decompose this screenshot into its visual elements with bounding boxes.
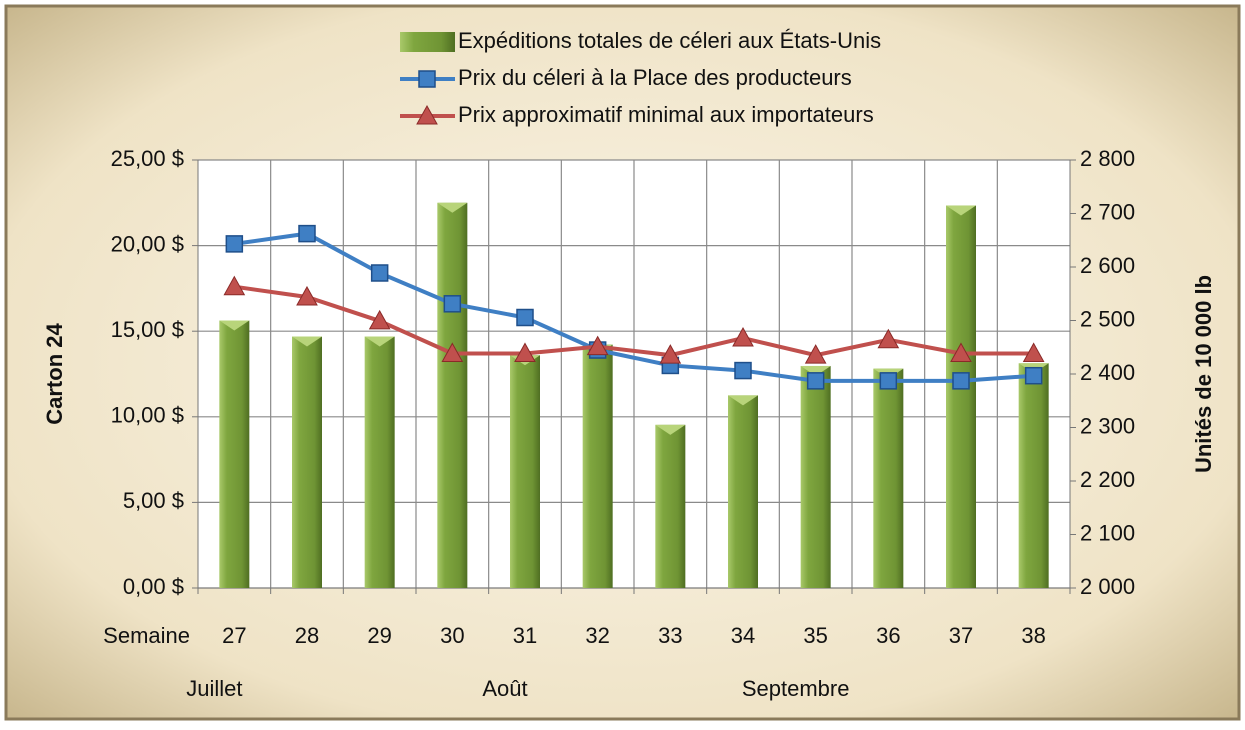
point (1024, 366, 1043, 385)
point (225, 235, 244, 253)
point (1022, 342, 1045, 362)
bar (582, 344, 613, 588)
bar (1018, 363, 1049, 588)
y-tick-label: 25,00 $ (111, 146, 184, 171)
x-tick-label: 32 (585, 623, 609, 648)
x-tick-label: 36 (876, 623, 900, 648)
point (950, 342, 972, 362)
y2-tick-label: 2 700 (1080, 199, 1135, 224)
point (734, 361, 752, 380)
bar (728, 395, 758, 588)
bar (946, 205, 976, 588)
x-tick-label: 37 (949, 623, 973, 648)
y2-tick-label: 2 000 (1080, 574, 1135, 599)
point (952, 372, 970, 390)
y-tick-label: 20,00 $ (111, 231, 184, 256)
y-tick-label: 5,00 $ (123, 488, 184, 513)
bar (292, 336, 322, 588)
x-tick-label: 29 (367, 623, 391, 648)
point (298, 224, 316, 243)
bar (437, 202, 468, 589)
point (877, 328, 900, 349)
bar-top (946, 205, 976, 216)
bar-top (437, 202, 468, 213)
y2-tick-label: 2 800 (1080, 146, 1135, 171)
point (441, 342, 464, 362)
bar (873, 368, 904, 588)
legend-label: Prix du céleri à la Place des producteur… (458, 65, 852, 90)
x-tick-label: 34 (731, 623, 755, 648)
point (659, 344, 682, 364)
legend-marker (418, 70, 436, 88)
point (443, 295, 462, 313)
x-tick-label: 35 (803, 623, 827, 648)
point (516, 308, 534, 327)
legend-swatch (400, 32, 455, 52)
point (586, 335, 609, 356)
bar (510, 355, 540, 588)
y2-tick-label: 2 300 (1080, 413, 1135, 438)
month-label: Août (482, 676, 527, 701)
y2-axis-title: Unités de 10 000 lb (1191, 275, 1216, 473)
bar (655, 424, 686, 588)
bar-top (219, 320, 250, 331)
bar-top (292, 336, 322, 347)
month-label: Septembre (742, 676, 850, 701)
y-tick-label: 10,00 $ (111, 403, 184, 428)
x-tick-label: 27 (222, 623, 246, 648)
line (234, 231, 1034, 383)
x-tick-label: 38 (1021, 623, 1045, 648)
x-tick-label: 30 (440, 623, 464, 648)
category-axis-label: Semaine (103, 623, 190, 648)
point (732, 327, 754, 347)
point (223, 275, 246, 296)
y2-tick-label: 2 200 (1080, 467, 1135, 492)
y2-tick-label: 2 500 (1080, 306, 1135, 331)
legend-marker (416, 104, 438, 125)
bar (219, 320, 250, 588)
y-axis-title: Carton 24 (42, 323, 67, 425)
point (804, 344, 827, 364)
y2-tick-label: 2 100 (1080, 520, 1135, 545)
point (296, 285, 318, 306)
legend-label: Expéditions totales de céleri aux États-… (458, 28, 881, 53)
y-tick-label: 0,00 $ (123, 574, 184, 599)
bar (364, 336, 395, 588)
point (370, 264, 389, 282)
y-tick-label: 15,00 $ (111, 317, 184, 342)
y2-tick-label: 2 600 (1080, 253, 1135, 278)
bar (800, 365, 831, 588)
x-tick-label: 33 (658, 623, 682, 648)
point (514, 342, 536, 362)
line (234, 284, 1034, 358)
x-tick-label: 28 (295, 623, 319, 648)
point (806, 372, 825, 390)
bar-top (728, 395, 758, 406)
y2-tick-label: 2 400 (1080, 360, 1135, 385)
bar-top (800, 365, 831, 376)
bar-top (655, 424, 686, 435)
legend-label: Prix approximatif minimal aux importateu… (458, 102, 874, 127)
month-label: Juillet (186, 676, 242, 701)
point (368, 309, 391, 330)
x-tick-label: 31 (513, 623, 537, 648)
point (879, 372, 898, 390)
bar-top (364, 336, 395, 347)
